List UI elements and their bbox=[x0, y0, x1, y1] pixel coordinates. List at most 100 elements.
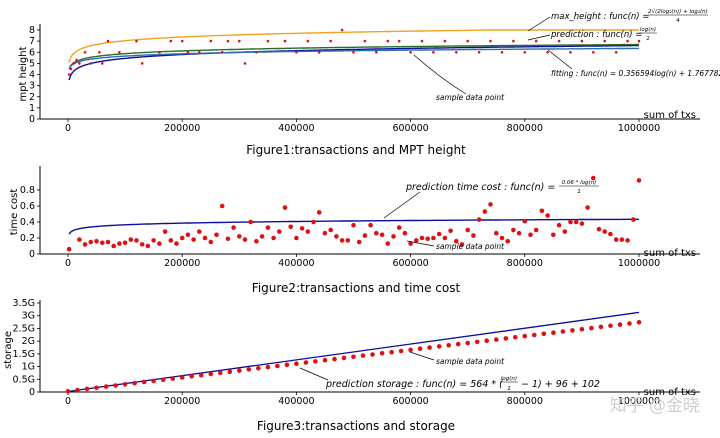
y-tick-label: 3G bbox=[22, 311, 35, 322]
fitting-line bbox=[68, 43, 639, 70]
axes-time-cost: 0 200000 400000 600000 800000 1000000 0 0.2 0.4 0… bbox=[20, 166, 700, 269]
sample-point bbox=[311, 219, 316, 225]
sample-point bbox=[162, 229, 168, 234]
annotation-arrow bbox=[547, 49, 573, 70]
sample-point bbox=[197, 229, 202, 234]
sample-point bbox=[425, 236, 431, 242]
annotation-max-height-denominator: 4 bbox=[676, 18, 680, 24]
sample-point bbox=[619, 237, 625, 242]
sample-point bbox=[151, 378, 156, 384]
sample-point bbox=[522, 333, 528, 339]
x-tick-label: 400000 bbox=[278, 396, 314, 407]
sample-point bbox=[477, 51, 481, 54]
sample-point bbox=[442, 235, 448, 241]
annotation-arrow bbox=[527, 16, 551, 32]
sample-point bbox=[637, 39, 641, 43]
y-tick-label: 0.4 bbox=[20, 217, 35, 228]
x-tick-label: 600000 bbox=[392, 396, 428, 407]
series-lines-mpt-height bbox=[68, 29, 639, 81]
sample-point bbox=[465, 340, 471, 346]
sample-point bbox=[185, 232, 191, 238]
sample-point bbox=[351, 354, 356, 360]
sample-point bbox=[266, 39, 270, 43]
y-tick-label: 1 bbox=[29, 103, 35, 114]
sample-point bbox=[157, 241, 162, 246]
sample-point bbox=[255, 51, 258, 54]
sample-point bbox=[533, 227, 539, 233]
sample-point bbox=[288, 224, 294, 230]
y-tick-label: 4 bbox=[29, 70, 35, 81]
sample-point bbox=[151, 238, 156, 243]
sample-point bbox=[573, 219, 579, 225]
y-tick-label: 6 bbox=[29, 47, 35, 58]
y-tick-label: 1G bbox=[22, 362, 35, 373]
sample-point bbox=[282, 205, 288, 210]
y-tick-label: 1.5G bbox=[13, 349, 35, 360]
figure-caption: Figure3:transactions and storage bbox=[257, 419, 455, 433]
sample-point bbox=[503, 336, 509, 341]
sample-point bbox=[511, 227, 516, 233]
sample-point bbox=[67, 73, 71, 76]
sample-point bbox=[306, 39, 310, 43]
sample-point bbox=[351, 222, 356, 228]
sample-point bbox=[238, 39, 241, 43]
sample-point bbox=[75, 58, 78, 62]
sample-point bbox=[431, 235, 436, 241]
sample-point bbox=[283, 39, 287, 43]
sample-point bbox=[592, 51, 595, 54]
sample-point bbox=[75, 387, 80, 393]
sample-point bbox=[436, 344, 442, 349]
sample-point bbox=[617, 322, 623, 327]
sample-point bbox=[476, 217, 482, 222]
sample-point bbox=[489, 39, 492, 43]
sample-point bbox=[237, 234, 242, 239]
sample-point bbox=[466, 39, 470, 43]
sample-point bbox=[385, 241, 391, 246]
sample-point bbox=[316, 210, 322, 215]
y-tick-label: 5 bbox=[29, 58, 35, 69]
y-tick-label: 0 bbox=[29, 114, 35, 125]
sample-point bbox=[277, 229, 282, 234]
sample-point bbox=[420, 39, 424, 43]
sample-point bbox=[100, 240, 105, 246]
annotation-arrow bbox=[406, 240, 435, 247]
y-tick-label: 0.6 bbox=[20, 201, 35, 212]
sample-point bbox=[419, 235, 425, 241]
y-tick-label: 0.2 bbox=[20, 233, 35, 244]
sample-point bbox=[409, 51, 412, 54]
x-tick-label: 200000 bbox=[164, 123, 200, 134]
sample-point bbox=[275, 363, 280, 369]
sample-point bbox=[198, 372, 204, 378]
sample-point bbox=[168, 238, 174, 243]
sample-point bbox=[329, 39, 333, 43]
sample-point bbox=[189, 374, 194, 379]
sample-point bbox=[170, 376, 175, 381]
annotation-prediction-storage-suffix: − 1) + 96 + 102 bbox=[521, 379, 600, 390]
x-tick-label: 0 bbox=[65, 258, 71, 269]
sample-point bbox=[248, 219, 253, 225]
sample-point bbox=[370, 352, 375, 357]
sample-point bbox=[560, 329, 566, 334]
sample-point bbox=[98, 51, 101, 54]
sample-point bbox=[546, 51, 549, 54]
y-axis-label: mpt height bbox=[18, 46, 29, 101]
sample-point bbox=[202, 235, 208, 241]
y-tick-label: 0 bbox=[29, 249, 35, 260]
y-axis-label: storage bbox=[3, 331, 14, 369]
sample-point bbox=[113, 383, 118, 388]
sample-point bbox=[374, 230, 379, 236]
x-tick-label: 800000 bbox=[507, 396, 543, 407]
figure-caption: Figure1:transactions and MPT height bbox=[246, 143, 466, 157]
sample-point bbox=[570, 328, 575, 333]
sample-point bbox=[88, 239, 94, 245]
sample-point bbox=[596, 226, 602, 232]
sample-point bbox=[65, 388, 71, 394]
y-tick-label: 0.5G bbox=[13, 374, 35, 385]
x-axis-label: sum of txs bbox=[644, 387, 696, 398]
sample-point bbox=[484, 338, 490, 344]
sample-point bbox=[471, 233, 476, 238]
sample-point bbox=[179, 235, 185, 241]
sample-point bbox=[557, 39, 561, 43]
sample-point bbox=[494, 337, 499, 342]
